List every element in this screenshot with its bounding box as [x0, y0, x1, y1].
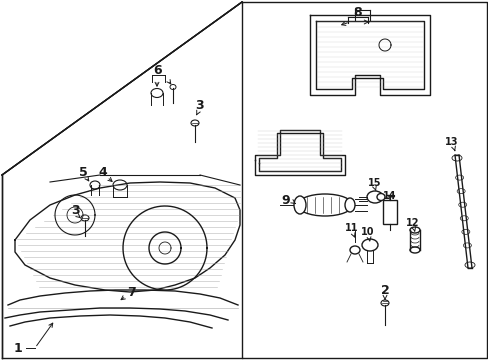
- Text: 11: 11: [345, 223, 358, 233]
- Text: 4: 4: [99, 166, 107, 179]
- Ellipse shape: [458, 202, 466, 207]
- Ellipse shape: [345, 198, 354, 212]
- Text: 5: 5: [79, 166, 87, 179]
- Ellipse shape: [455, 175, 463, 180]
- Ellipse shape: [293, 196, 305, 214]
- Text: 8: 8: [353, 5, 362, 18]
- Text: 2: 2: [380, 284, 388, 297]
- Text: 6: 6: [153, 63, 162, 77]
- Ellipse shape: [463, 243, 470, 248]
- Text: 3: 3: [71, 203, 79, 216]
- Ellipse shape: [461, 229, 469, 234]
- Text: 7: 7: [127, 285, 136, 298]
- Text: 12: 12: [406, 218, 419, 228]
- Text: 15: 15: [367, 178, 381, 188]
- Text: 1: 1: [14, 342, 22, 355]
- Bar: [382, 200, 396, 224]
- Text: 9: 9: [281, 194, 290, 207]
- Ellipse shape: [459, 216, 468, 221]
- Text: 10: 10: [361, 227, 374, 237]
- Text: 13: 13: [445, 137, 458, 147]
- Ellipse shape: [456, 189, 464, 194]
- Text: 14: 14: [383, 191, 396, 201]
- Text: 3: 3: [195, 99, 204, 112]
- Ellipse shape: [366, 191, 382, 203]
- Ellipse shape: [376, 194, 384, 201]
